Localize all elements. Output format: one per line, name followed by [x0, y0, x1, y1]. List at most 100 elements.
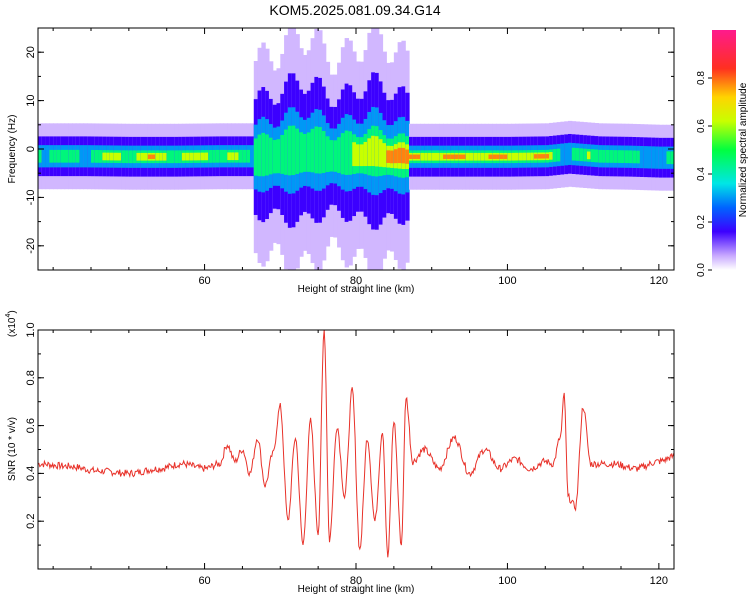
heatmap-cell [586, 151, 592, 160]
heatmap-cell [272, 140, 278, 174]
heatmap-cell [178, 150, 183, 164]
heatmap-cell [321, 130, 327, 173]
heatmap-cell [499, 154, 505, 159]
heatmap-cell [568, 142, 573, 165]
heatmap-cell [204, 152, 209, 161]
heatmap-cell [242, 149, 247, 163]
heatmap-cell [166, 150, 172, 164]
heatmap-cell [136, 152, 141, 161]
colorbar-label: Normalized spectral amplitude [738, 82, 749, 217]
heatmap-cell [522, 152, 527, 161]
heatmap-cell [427, 152, 433, 161]
heatmap-cell [416, 154, 421, 159]
heatmap-cell [280, 134, 285, 174]
snr-series-line [38, 330, 674, 558]
heatmap-cell [632, 150, 637, 164]
heatmap-cell [117, 152, 122, 161]
heatmap-cell [590, 149, 596, 163]
heatmap-cell [537, 154, 543, 159]
heatmap-cell [526, 152, 531, 161]
heatmap-cell [439, 152, 444, 161]
heatmap-cell [295, 128, 300, 174]
heatmap-cell [405, 149, 410, 164]
heatmap-cell [159, 152, 164, 161]
y-tick-label: -10 [25, 189, 37, 205]
heatmap-cell [496, 154, 501, 159]
heatmap-cell [598, 149, 603, 163]
heatmap-cell [212, 149, 217, 163]
heatmap-cell [181, 152, 187, 161]
heatmap-cell [465, 152, 471, 161]
y-tick-label: 0.8 [25, 370, 37, 385]
heatmap-cell [401, 147, 406, 164]
heatmap-cell [238, 149, 244, 163]
snr-ylabel: SNR (10 * v/v) [7, 417, 18, 481]
heatmap-cell [98, 150, 103, 163]
heatmap-cell [511, 152, 516, 161]
heatmap-cell [344, 130, 350, 175]
colorbar-tick-label: 0.2 [696, 215, 707, 229]
x-tick-label: 80 [350, 575, 362, 587]
heatmap-cell [68, 149, 73, 163]
heatmap-cell [530, 152, 535, 161]
y-tick-label: -20 [25, 238, 37, 254]
y-tick-label: 0.6 [25, 418, 37, 433]
heatmap-cell [215, 149, 221, 163]
heatmap-cell [231, 152, 236, 161]
heatmap-cell [575, 148, 580, 161]
heatmap-cell [79, 145, 85, 168]
heatmap-cell [261, 132, 266, 177]
heatmap-cell [628, 150, 633, 164]
heatmap-cell [193, 152, 198, 161]
heatmap-cell [469, 152, 474, 161]
heatmap-cell [83, 145, 88, 168]
heatmap-cell [386, 150, 391, 163]
heatmap-cell [435, 152, 440, 161]
heatmap-cell [507, 152, 512, 161]
heatmap-cell [609, 150, 615, 163]
heatmap-cell [174, 150, 179, 164]
heatmap-cell [299, 132, 304, 173]
heatmap-cell [219, 149, 225, 163]
heatmap-cell [318, 127, 323, 174]
heatmap-cell [552, 149, 558, 162]
heatmap-cell [515, 152, 520, 161]
heatmap-cell [151, 154, 156, 159]
heatmap-cell [594, 149, 599, 163]
heatmap-cell [454, 154, 459, 159]
heatmap-cell [223, 149, 228, 163]
heatmap-cell [636, 150, 641, 164]
heatmap-cell [545, 154, 550, 159]
heatmap-cell [503, 154, 509, 159]
colorbar-ticks: 0.0 0.2 0.4 0.6 0.8 [696, 71, 712, 277]
heatmap-cell [390, 150, 395, 164]
snr-multiplier-exp: 4 [5, 314, 12, 318]
heatmap-cell [208, 150, 213, 163]
heatmap-cell [446, 154, 452, 159]
heatmap-cell [106, 152, 111, 161]
y-tick-label: 20 [25, 46, 37, 58]
heatmap-cell [325, 136, 331, 173]
colorbar-gradient [712, 30, 736, 270]
heatmap-cell [374, 136, 380, 167]
heatmap-cell [670, 151, 674, 165]
heatmap-cell [333, 140, 338, 172]
snr-multiplier-base: (x10 [7, 317, 18, 337]
heatmap-cell [284, 129, 289, 175]
heatmap-cell [393, 149, 399, 164]
heatmap-cell [227, 152, 232, 161]
heatmap-cell [45, 145, 50, 168]
heatmap-cell [314, 126, 319, 174]
colorbar-tick-label: 0.4 [696, 167, 707, 181]
snr-xlabel: Height of straight line (km) [298, 584, 415, 595]
heatmap-cell [556, 148, 562, 162]
x-tick-label: 60 [198, 575, 210, 587]
snr-frame [37, 329, 675, 570]
heatmap-cell [571, 147, 577, 161]
heatmap-cell [329, 140, 334, 172]
heatmap-cell [367, 138, 372, 167]
heatmap-cell [484, 152, 490, 161]
heatmap-cell [200, 152, 206, 161]
